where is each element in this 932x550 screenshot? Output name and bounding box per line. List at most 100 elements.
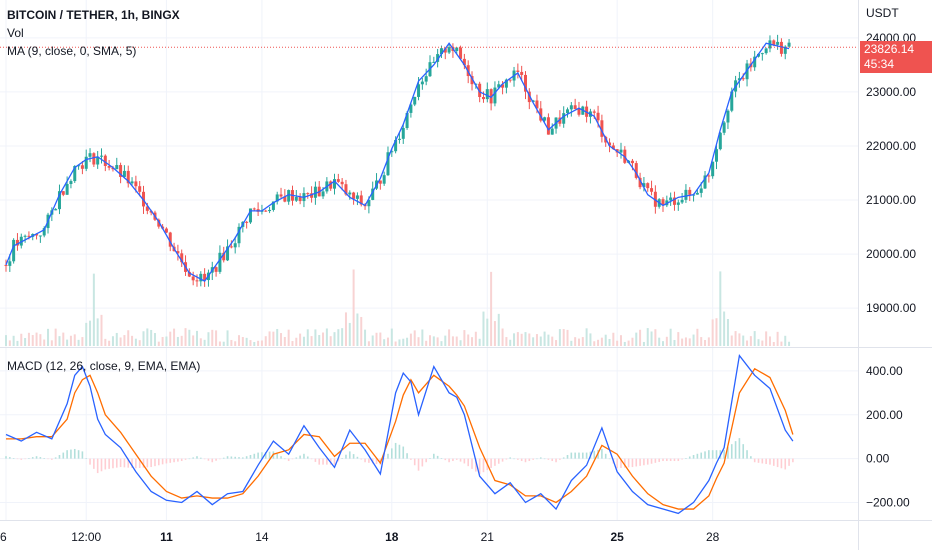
candle-body [650, 188, 654, 192]
macd-histogram-bar [104, 458, 107, 470]
volume-bar [100, 314, 103, 346]
macd-histogram-bar [753, 458, 756, 463]
time-tick-label: 6 [0, 530, 7, 544]
macd-histogram-bar [360, 458, 363, 460]
macd-histogram-bar [184, 458, 187, 460]
candle-body [394, 139, 398, 152]
volume-bar [646, 328, 649, 346]
candle-body [176, 251, 180, 254]
macd-histogram-bar [173, 458, 175, 463]
volume-bar [268, 331, 271, 346]
volume-bar [108, 340, 111, 346]
macd-histogram-bar [150, 458, 152, 468]
volume-bar [318, 335, 321, 346]
candle-body [726, 110, 730, 123]
candle-body [294, 196, 298, 201]
volume-bar [150, 329, 153, 346]
time-tick-label: 28 [706, 530, 720, 544]
candle-body [481, 97, 485, 100]
volume-bar [367, 341, 370, 346]
macd-histogram-bar [467, 458, 469, 467]
candle-body [779, 41, 783, 54]
candle-body [741, 78, 745, 80]
macd-histogram-bar [627, 458, 630, 468]
candle-body [718, 132, 722, 150]
volume-bar [386, 337, 389, 346]
volume-bar [153, 333, 156, 346]
ma-indicator-label[interactable]: MA (9, close, 0, SMA, 5) [7, 44, 137, 58]
macd-histogram-bar [730, 444, 733, 459]
candle-body [413, 96, 417, 105]
candle-body [543, 117, 547, 121]
macd-indicator-label[interactable]: MACD (12, 26, close, 9, EMA, EMA) [7, 359, 201, 373]
macd-histogram-bar [234, 456, 236, 459]
candle-body [757, 53, 761, 57]
volume-bar [604, 334, 607, 346]
macd-histogram-bar [528, 458, 531, 462]
volume-bar [383, 339, 386, 346]
candle-body [516, 70, 520, 72]
volume-bar [497, 313, 500, 346]
candle-body [669, 197, 673, 201]
candle-body [352, 192, 356, 199]
volume-bar [398, 339, 401, 346]
volume-bar [463, 330, 466, 346]
macd-histogram-bar [413, 458, 416, 466]
candle-body [126, 170, 130, 184]
candle-body [248, 208, 252, 223]
macd-histogram-bar [673, 458, 676, 462]
macd-histogram-bar [448, 458, 450, 463]
volume-bar [302, 336, 305, 346]
volume-bar [570, 340, 573, 346]
volume-bar [723, 311, 726, 346]
candle-body [562, 113, 566, 124]
macd-histogram-bar [402, 446, 405, 459]
volume-bar [493, 321, 496, 346]
macd-histogram-bar [669, 458, 672, 462]
macd-histogram-bar [688, 456, 691, 459]
volume-bar [425, 340, 428, 346]
macd-histogram-bar [100, 458, 103, 472]
macd-histogram-bar [161, 458, 164, 465]
symbol-title[interactable]: BITCOIN / TETHER, 1h, BINGX [7, 8, 180, 22]
macd-histogram-bar [539, 457, 542, 459]
volume-indicator-label[interactable]: Vol [7, 26, 24, 40]
candle-body [405, 112, 409, 128]
macd-histogram-bar [287, 458, 290, 462]
candle-body [707, 175, 711, 177]
candle-body [661, 199, 665, 206]
macd-histogram-bar [138, 458, 141, 468]
candle-body [77, 165, 81, 167]
volume-bar [642, 341, 645, 346]
macd-histogram-bar [73, 448, 76, 459]
volume-bar [211, 329, 214, 346]
volume-bar [360, 316, 363, 346]
macd-histogram-bar [303, 453, 305, 459]
candle-body [157, 219, 161, 227]
time-tick-label: 12:00 [71, 530, 101, 544]
chart-legend: BITCOIN / TETHER, 1h, BINGX Vol MA (9, c… [7, 6, 180, 60]
macd-histogram-bar [570, 452, 573, 459]
candle-body [310, 193, 314, 198]
macd-histogram-bar [532, 458, 534, 460]
macd-histogram-bar [643, 458, 645, 466]
candle-body [711, 161, 715, 177]
candle-body [436, 54, 440, 62]
macd-histogram-bar [757, 458, 760, 463]
macd-tick-label: 200.00 [866, 408, 903, 422]
macd-histogram-bar [394, 442, 397, 459]
volume-bar [788, 341, 791, 346]
macd-histogram-bar [482, 458, 485, 473]
macd-histogram-bar [196, 456, 198, 459]
volume-bar [520, 333, 523, 346]
macd-histogram-bar [39, 457, 42, 459]
macd-histogram-bar [585, 452, 588, 459]
volume-bar [218, 341, 221, 346]
macd-histogram-bar [631, 458, 634, 468]
candle-body [703, 175, 707, 189]
volume-bar [459, 340, 462, 346]
candle-body [54, 209, 58, 211]
volume-bar [238, 335, 241, 346]
macd-histogram-bar [616, 458, 618, 469]
macd-histogram-bar [410, 458, 412, 460]
